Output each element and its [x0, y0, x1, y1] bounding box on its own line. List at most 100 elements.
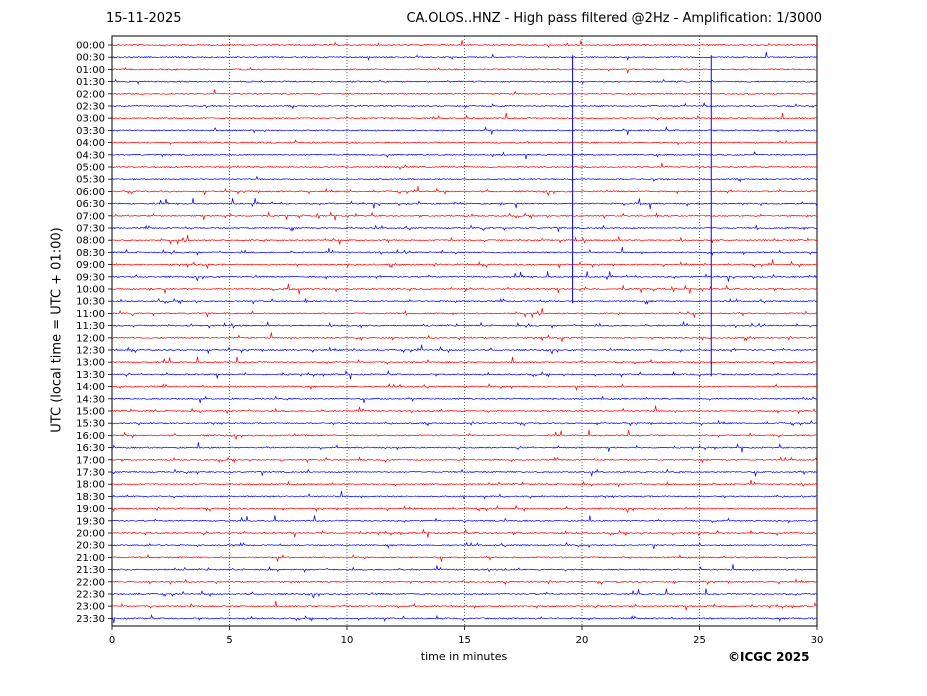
- y-tick-label: 12:00: [76, 333, 105, 344]
- y-tick-label: 00:00: [76, 41, 105, 52]
- trace-1330: [111, 369, 818, 380]
- y-tick-label: 21:00: [76, 553, 105, 564]
- y-tick-label: 05:30: [76, 175, 105, 186]
- y-tick-label: 07:30: [76, 224, 105, 235]
- y-tick-label: 11:00: [76, 309, 105, 320]
- y-tick-label: 16:00: [76, 431, 105, 442]
- y-tick-label: 23:00: [76, 602, 105, 613]
- trace-0330: [111, 126, 818, 136]
- trace-1900: [111, 504, 818, 514]
- trace-1700: [111, 456, 818, 464]
- trace-0400: [111, 139, 817, 146]
- y-tick-label: 02:30: [76, 102, 105, 113]
- trace-0430: [111, 151, 818, 160]
- trace-1030: [111, 297, 818, 305]
- trace-0800: [111, 234, 818, 245]
- y-tick-label: 20:00: [76, 529, 105, 540]
- trace-2200: [111, 578, 818, 586]
- trace-0930: [111, 271, 818, 282]
- trace-0730: [111, 224, 818, 232]
- trace-0700: [111, 211, 818, 221]
- trace-1130: [111, 321, 818, 329]
- x-axis-label: time in minutes: [420, 650, 508, 663]
- trace-1730: [111, 468, 818, 477]
- trace-2030: [111, 541, 818, 549]
- y-tick-label: 06:30: [76, 199, 105, 210]
- y-tick-label: 20:30: [76, 541, 105, 552]
- trace-2100: [112, 553, 818, 562]
- y-tick-label: 22:00: [76, 577, 105, 588]
- trace-1200: [111, 332, 818, 342]
- copyright-credit: ©ICGC 2025: [728, 650, 810, 664]
- trace-0500: [111, 162, 818, 170]
- x-tick-label: 20: [576, 635, 589, 646]
- date-label: 15-11-2025: [106, 11, 182, 26]
- y-tick-label: 16:30: [76, 443, 105, 454]
- trace-1230: [111, 344, 818, 355]
- trace-0900: [111, 259, 818, 269]
- trace-0600: [112, 186, 818, 196]
- y-tick-label: 18:30: [76, 492, 105, 503]
- y-tick-label: 04:30: [76, 150, 105, 161]
- y-tick-label: 09:30: [76, 272, 105, 283]
- chart-title: CA.OLOS..HNZ - High pass filtered @2Hz -…: [406, 11, 822, 26]
- trace-1400: [111, 383, 818, 391]
- y-tick-label: 18:00: [76, 480, 105, 491]
- y-tick-label: 21:30: [76, 565, 105, 576]
- trace-1100: [111, 308, 818, 318]
- trace-1830: [111, 490, 818, 500]
- trace-1930: [111, 515, 818, 524]
- trace-1800: [111, 479, 818, 488]
- trace-1530: [111, 419, 818, 427]
- y-tick-label: 01:00: [76, 65, 105, 76]
- y-tick-label: 11:30: [76, 321, 105, 332]
- y-tick-label: 12:30: [76, 346, 105, 357]
- y-tick-label: 02:00: [76, 89, 105, 100]
- y-tick-label: 07:00: [76, 211, 105, 222]
- trace-1500: [111, 405, 818, 415]
- y-tick-label: 13:00: [76, 358, 105, 369]
- y-tick-label: 10:30: [76, 297, 105, 308]
- x-tick-label: 10: [341, 635, 354, 646]
- x-tick-label: 30: [811, 635, 824, 646]
- y-axis-label: UTC (local time = UTC + 01:00): [49, 227, 65, 433]
- y-tick-label: 08:00: [76, 236, 105, 247]
- trace-0000: [111, 40, 818, 48]
- x-tick-label: 5: [226, 635, 232, 646]
- y-tick-label: 03:30: [76, 126, 105, 137]
- trace-0630: [111, 198, 818, 210]
- trace-1000: [111, 283, 818, 295]
- trace-0030: [111, 51, 818, 61]
- trace-0830: [112, 246, 818, 256]
- y-tick-label: 14:00: [76, 382, 105, 393]
- trace-1300: [111, 356, 818, 365]
- y-tick-label: 17:00: [76, 455, 105, 466]
- y-tick-label: 19:00: [76, 504, 105, 515]
- y-tick-label: 01:30: [76, 77, 105, 88]
- trace-0230: [112, 102, 818, 110]
- y-tick-label: 17:30: [76, 468, 105, 479]
- y-tick-label: 03:00: [76, 114, 105, 125]
- trace-0200: [111, 89, 818, 95]
- y-tick-label: 19:30: [76, 516, 105, 527]
- trace-2000: [111, 528, 818, 538]
- y-tick-label: 15:30: [76, 419, 105, 430]
- y-tick-label: 05:00: [76, 163, 105, 174]
- y-tick-label: 00:30: [76, 53, 105, 64]
- trace-0530: [111, 175, 818, 183]
- x-tick-label: 25: [693, 635, 706, 646]
- y-tick-label: 10:00: [76, 285, 105, 296]
- trace-2330: [111, 614, 817, 624]
- trace-2230: [111, 588, 818, 599]
- trace-1600: [111, 429, 818, 440]
- y-tick-label: 08:30: [76, 248, 105, 259]
- y-tick-label: 13:30: [76, 370, 105, 381]
- trace-0100: [111, 66, 818, 74]
- y-tick-label: 06:00: [76, 187, 105, 198]
- y-tick-label: 04:00: [76, 138, 105, 149]
- trace-0130: [111, 78, 818, 85]
- trace-0300: [111, 112, 818, 121]
- y-tick-label: 22:30: [76, 590, 105, 601]
- y-tick-label: 14:30: [76, 394, 105, 405]
- trace-1430: [112, 395, 818, 404]
